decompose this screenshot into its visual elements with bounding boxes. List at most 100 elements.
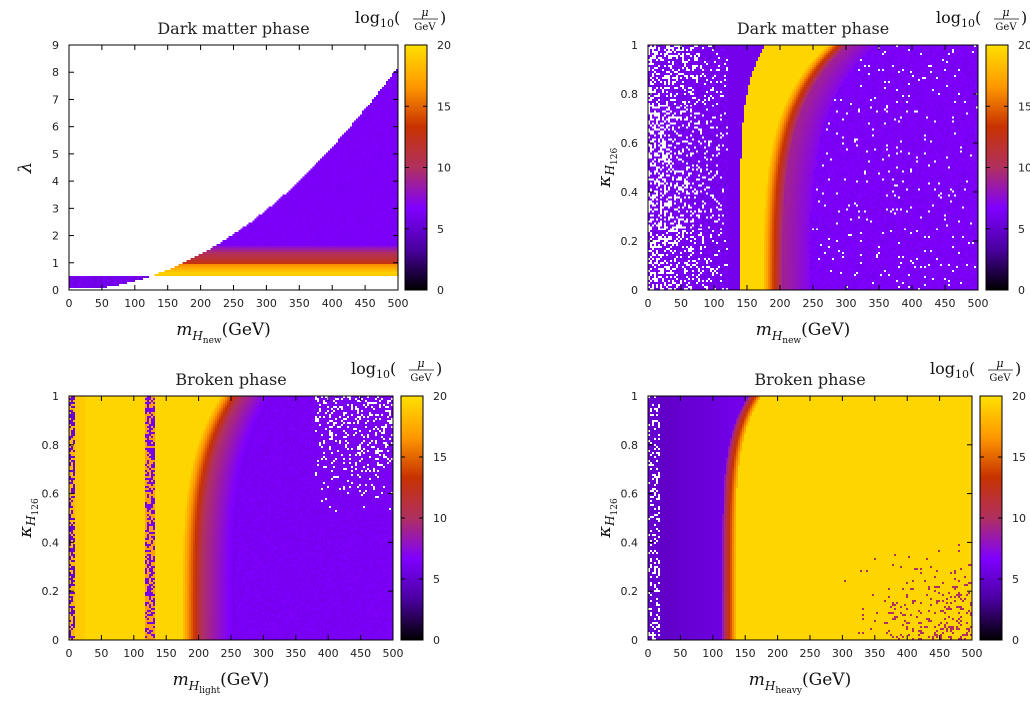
colorbar-tick-label: 5 <box>1018 223 1025 236</box>
y-tick-label: 0.6 <box>621 137 639 150</box>
svg-text:log10(: log10( <box>355 8 400 30</box>
colorbar-label: log10(μ GeV) <box>930 357 1021 384</box>
x-tick-label: 450 <box>355 297 376 310</box>
x-tick-label: 200 <box>767 647 788 660</box>
y-tick-label: 3 <box>52 202 59 215</box>
x-tick-label: 0 <box>645 297 652 310</box>
svg-text:log10(: log10( <box>351 359 396 381</box>
x-tick-label: 450 <box>929 647 950 660</box>
x-tick-label: 0 <box>66 647 73 660</box>
heatmap-image <box>69 396 393 640</box>
y-axis-label: κH126 <box>594 148 620 189</box>
y-tick-label: 9 <box>52 39 59 52</box>
x-tick-label: 150 <box>735 647 756 660</box>
colorbar-tick-label: 20 <box>1012 390 1026 403</box>
x-tick-label: 400 <box>322 297 343 310</box>
x-tick-label: 150 <box>156 647 177 660</box>
y-tick-label: 5 <box>52 148 59 161</box>
y-tick-label: 1 <box>631 390 638 403</box>
x-tick-label: 100 <box>702 647 723 660</box>
x-tick-label: 500 <box>968 297 989 310</box>
colorbar-tick-label: 0 <box>1018 284 1025 297</box>
x-tick-label: 200 <box>770 297 791 310</box>
x-tick-label: 50 <box>674 297 688 310</box>
svg-text:GeV: GeV <box>410 373 432 384</box>
x-tick-label: 300 <box>253 647 274 660</box>
chart-panel-4: 0 50 100 150 200 250 300 350 400 450 50000.20.40.6… <box>594 357 1026 696</box>
svg-text:log10(: log10( <box>930 359 975 381</box>
svg-text:): ) <box>436 359 442 378</box>
x-tick-label: 350 <box>869 297 890 310</box>
svg-text:GeV: GeV <box>989 373 1011 384</box>
svg-text:): ) <box>440 8 446 27</box>
x-tick-label: 300 <box>256 297 277 310</box>
y-tick-label: 0.6 <box>42 488 60 501</box>
colorbar-label: log10( μ GeV) <box>936 6 1027 33</box>
x-tick-label: 350 <box>289 297 310 310</box>
x-tick-label: 50 <box>95 297 109 310</box>
colorbar-tick-label: 10 <box>1012 512 1026 525</box>
y-tick-label: 0.8 <box>621 439 639 452</box>
svg-text:μ: μ <box>417 357 424 370</box>
colorbar-label: log10( μ GeV) <box>351 357 442 384</box>
y-tick-label: 0.8 <box>42 439 60 452</box>
colorbar-tick-label: 0 <box>1012 634 1019 647</box>
svg-text:GeV: GeV <box>995 22 1017 33</box>
x-axis-label: mHheavy(GeV) <box>749 670 851 696</box>
x-tick-label: 500 <box>388 297 409 310</box>
x-tick-label: 450 <box>350 647 371 660</box>
chart-panel-2: 0 50 100 150 200 250 300 350 400 450 50000.20.40.6… <box>594 6 1030 346</box>
y-tick-label: 0.4 <box>621 186 639 199</box>
x-tick-label: 200 <box>190 297 211 310</box>
heatmap-image <box>648 396 972 640</box>
colorbar-tick-label: 10 <box>1018 162 1030 175</box>
y-tick-label: 0 <box>52 634 59 647</box>
y-tick-label: 4 <box>52 175 59 188</box>
y-axis-label: κH126 <box>15 498 41 539</box>
y-tick-label: 7 <box>52 93 59 106</box>
svg-text:log10(: log10( <box>936 8 981 30</box>
svg-text:μ: μ <box>1002 6 1009 19</box>
colorbar-tick-label: 10 <box>433 512 447 525</box>
colorbar-tick-label: 5 <box>1012 573 1019 586</box>
colorbar-tick-label: 20 <box>437 39 451 52</box>
svg-text:μ: μ <box>421 6 428 19</box>
y-axis-label: λ <box>15 162 36 174</box>
colorbar-tick-label: 0 <box>433 634 440 647</box>
x-tick-label: 450 <box>935 297 956 310</box>
x-tick-label: 350 <box>864 647 885 660</box>
y-tick-label: 1 <box>631 39 638 52</box>
y-tick-label: 0 <box>52 284 59 297</box>
y-tick-label: 6 <box>52 121 59 134</box>
x-tick-label: 50 <box>673 647 687 660</box>
colorbar-tick-label: 10 <box>437 162 451 175</box>
chart-panel-3: 0 50 100 150 200 250 300 350 400 450 50000.20.40.6… <box>15 357 447 696</box>
colorbar-tick-label: 20 <box>1018 39 1030 52</box>
x-tick-label: 400 <box>318 647 339 660</box>
colorbar-tick-label: 15 <box>437 100 451 113</box>
x-tick-label: 100 <box>123 647 144 660</box>
y-axis-label: κH126 <box>594 498 620 539</box>
x-tick-label: 50 <box>94 647 108 660</box>
y-tick-label: 0.4 <box>621 536 639 549</box>
colorbar-tick-label: 0 <box>437 284 444 297</box>
y-tick-label: 0.2 <box>621 235 639 248</box>
colorbar-tick-label: 5 <box>437 223 444 236</box>
heatmap-image <box>648 45 978 290</box>
y-tick-label: 0 <box>631 284 638 297</box>
colorbar-tick-label: 15 <box>1012 451 1026 464</box>
y-tick-label: 1 <box>52 257 59 270</box>
x-tick-label: 250 <box>223 297 244 310</box>
x-tick-label: 250 <box>800 647 821 660</box>
x-tick-label: 400 <box>897 647 918 660</box>
x-axis-label: mHlight(GeV) <box>173 670 270 696</box>
y-tick-label: 2 <box>52 230 59 243</box>
chart-title: Broken phase <box>754 370 865 389</box>
svg-text:): ) <box>1021 8 1027 27</box>
x-tick-label: 300 <box>832 647 853 660</box>
x-tick-label: 350 <box>285 647 306 660</box>
colorbar-tick-label: 20 <box>433 390 447 403</box>
y-tick-label: 0 <box>631 634 638 647</box>
x-axis-label: mHnew(GeV) <box>756 320 851 346</box>
chart-panel-1: 0 50 100 150 200 250 300 350 400 450 5000123456789… <box>15 6 451 346</box>
